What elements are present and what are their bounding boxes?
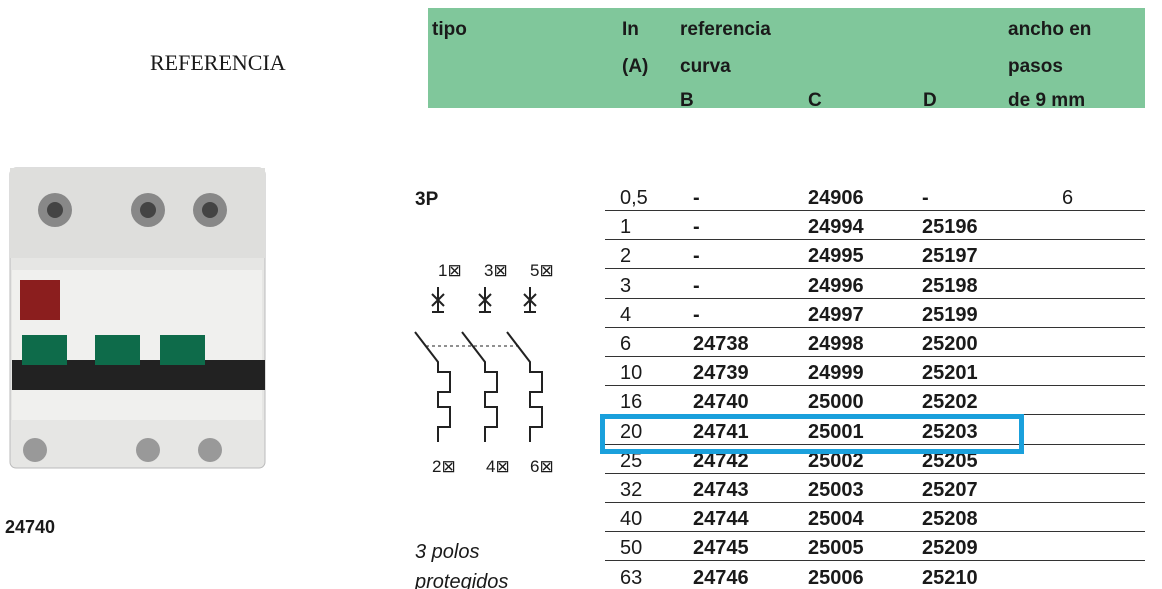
row-rule bbox=[605, 502, 1145, 503]
header-band bbox=[428, 8, 1145, 108]
note: 3 polos bbox=[415, 541, 480, 563]
circuit-symbol bbox=[414, 287, 543, 442]
product-code: 24740 bbox=[5, 517, 56, 537]
cell-ref: 25005 bbox=[808, 537, 864, 560]
cell-ref: - bbox=[693, 274, 700, 297]
cell-in: 10 bbox=[620, 362, 643, 385]
cell-ref: 25198 bbox=[922, 274, 978, 297]
header-ref: referencia bbox=[680, 19, 771, 40]
cell-in: 2 bbox=[620, 245, 632, 268]
cell-in: 6 bbox=[620, 333, 632, 355]
cell-ref: 25001 bbox=[808, 420, 864, 443]
cell-in: 50 bbox=[620, 537, 643, 560]
cell-ref: 25208 bbox=[922, 508, 978, 531]
cell-ref: 25201 bbox=[922, 362, 978, 385]
cell-ref: 24742 bbox=[693, 449, 749, 472]
cell-in: 20 bbox=[620, 420, 643, 443]
cell-ref: 25200 bbox=[922, 333, 978, 355]
cell-ref: - bbox=[693, 245, 700, 268]
cell-ref: 24738 bbox=[693, 333, 749, 355]
header-in: In bbox=[622, 19, 639, 40]
cell-in: 63 bbox=[620, 566, 643, 589]
cell-ref: - bbox=[693, 303, 700, 326]
note: protegidos bbox=[415, 571, 509, 589]
cell-ref: 24999 bbox=[808, 362, 864, 385]
row-rule bbox=[605, 560, 1145, 562]
cell-ref: 25203 bbox=[922, 420, 978, 443]
terminal: 3⊠ bbox=[484, 261, 508, 280]
terminal: 6⊠ bbox=[530, 457, 554, 476]
cell-ref: 24743 bbox=[693, 479, 749, 501]
terminal: 5⊠ bbox=[530, 261, 554, 280]
header-ancho: ancho en bbox=[1008, 19, 1092, 40]
cell-ref: 25207 bbox=[922, 479, 978, 501]
row-rule bbox=[605, 268, 1145, 270]
row-rule bbox=[605, 385, 1145, 387]
cell-in: 16 bbox=[620, 391, 643, 414]
cell-in: 40 bbox=[620, 508, 643, 531]
header-curve: D bbox=[923, 90, 937, 111]
cell-ref: 24746 bbox=[693, 566, 749, 589]
row-rule bbox=[605, 326, 1145, 328]
cell-ref: 25205 bbox=[922, 449, 978, 472]
cell-in: 3 bbox=[620, 274, 632, 297]
cell-ref: 25209 bbox=[922, 537, 978, 560]
cell-ref: 25004 bbox=[808, 508, 864, 531]
cell-ref: 25202 bbox=[922, 391, 978, 414]
header-curve: C bbox=[808, 90, 822, 111]
cell-ref: 24740 bbox=[693, 391, 749, 414]
cell-ref: 24739 bbox=[693, 362, 749, 385]
cell-in: 4 bbox=[620, 303, 632, 326]
cell-ref: 24744 bbox=[693, 508, 749, 531]
header-ancho: de 9 mm bbox=[1008, 90, 1086, 111]
header-ref: curva bbox=[680, 56, 731, 77]
breaker-image bbox=[9, 167, 266, 469]
header-tipo: tipo bbox=[432, 19, 467, 40]
row-rule bbox=[605, 531, 1145, 533]
header-in: (A) bbox=[622, 56, 649, 77]
cell-ref: - bbox=[922, 187, 929, 209]
highlight bbox=[600, 413, 1024, 454]
cell-ref: 24995 bbox=[808, 245, 864, 268]
heading: REFERENCIA bbox=[150, 50, 286, 75]
row-rule bbox=[605, 443, 1145, 445]
header-ancho: pasos bbox=[1008, 56, 1063, 77]
cell-ref: 24998 bbox=[808, 333, 864, 355]
cell-ref: 25002 bbox=[808, 449, 864, 472]
cell-ref: 25199 bbox=[922, 303, 978, 326]
type-name: 3P bbox=[415, 189, 439, 210]
terminal: 1⊠ bbox=[438, 261, 462, 280]
cell-ref: 24906 bbox=[808, 187, 864, 209]
cell-ref: 25210 bbox=[922, 566, 978, 589]
cell-ref: 24996 bbox=[808, 274, 864, 297]
row-rule bbox=[605, 472, 1145, 474]
cell-ref: - bbox=[693, 187, 700, 209]
row-rule bbox=[605, 210, 1145, 211]
cell-ref: 25003 bbox=[808, 479, 864, 501]
row-rule bbox=[605, 239, 1145, 241]
cell-ref: - bbox=[693, 216, 700, 239]
cell-ref: 25197 bbox=[922, 245, 978, 268]
cell-in: 0,5 bbox=[620, 187, 648, 209]
cell-ref: 24994 bbox=[808, 216, 864, 239]
cell-ref: 25196 bbox=[922, 216, 978, 239]
row-rule bbox=[605, 297, 1145, 299]
cell-ref: 6 bbox=[1062, 187, 1074, 209]
cell-ref: 24997 bbox=[808, 303, 864, 326]
cell-ref: 24745 bbox=[693, 537, 749, 560]
cell-in: 32 bbox=[620, 479, 643, 501]
cell-in: 1 bbox=[620, 216, 632, 239]
cell-ref: 25000 bbox=[808, 391, 864, 414]
cell-in: 25 bbox=[620, 449, 643, 472]
cell-ref: 24741 bbox=[693, 420, 749, 443]
row-rule bbox=[605, 356, 1145, 357]
terminal: 2⊠ bbox=[432, 457, 456, 476]
terminal: 4⊠ bbox=[486, 457, 510, 476]
header-curve: B bbox=[680, 90, 694, 111]
cell-ref: 25006 bbox=[808, 566, 864, 589]
